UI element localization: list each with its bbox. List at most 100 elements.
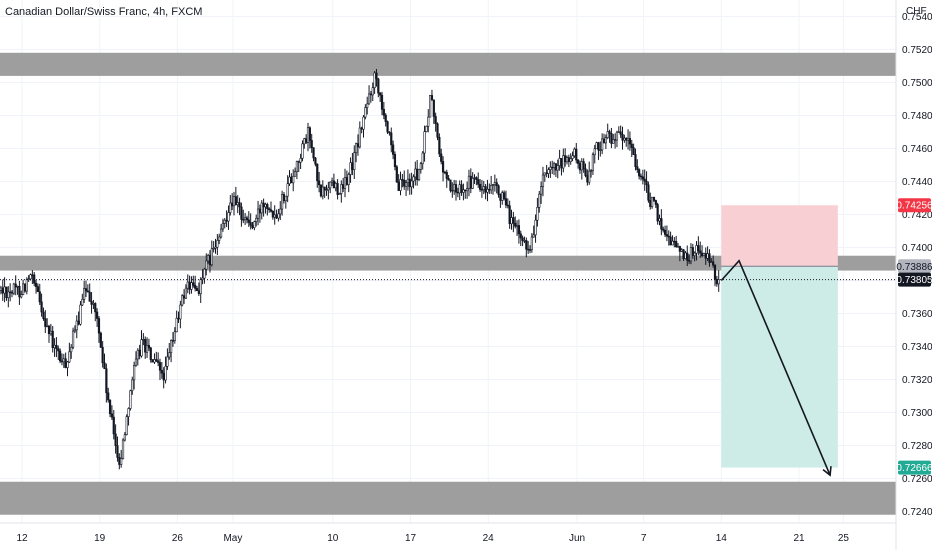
candle-body <box>181 295 184 306</box>
candle-body <box>580 161 583 171</box>
candle <box>127 407 130 426</box>
candle-body <box>369 93 373 96</box>
candle-body <box>710 261 713 263</box>
candle-body <box>129 390 132 409</box>
candle-body <box>245 217 249 221</box>
candle-body <box>60 360 64 363</box>
candle <box>571 151 574 162</box>
candle-body <box>471 178 474 189</box>
candle-body <box>532 234 535 238</box>
candle <box>147 338 151 351</box>
candle-body <box>301 143 304 159</box>
price-label: 0.73805 <box>896 272 932 287</box>
candle-body <box>545 172 548 174</box>
candle <box>321 180 324 200</box>
candle <box>521 235 524 247</box>
candle-body <box>362 116 365 130</box>
candle-body <box>158 362 162 371</box>
candle-body <box>208 255 212 266</box>
candle <box>417 168 421 182</box>
candle-body <box>281 194 284 210</box>
candle-body <box>188 281 191 290</box>
candle-body <box>619 131 622 135</box>
candle-body <box>318 180 321 186</box>
candle-body <box>393 154 397 168</box>
candle <box>175 310 178 333</box>
candle-body <box>512 217 515 224</box>
candle <box>94 302 97 322</box>
candle-body <box>212 248 215 250</box>
candle-body <box>628 138 632 145</box>
candle <box>86 284 89 293</box>
candle <box>663 225 667 238</box>
candle <box>643 169 646 191</box>
candle <box>432 99 435 124</box>
short-position-tool[interactable] <box>721 205 838 468</box>
x-axis[interactable]: 12 19 26 May 10 17 24 Jun 7 14 21 25 <box>16 533 849 544</box>
candle-body <box>651 196 654 207</box>
candle-body <box>242 219 245 221</box>
candle-body <box>704 253 707 259</box>
candle-body <box>70 346 73 353</box>
candle <box>477 172 480 188</box>
candle-body <box>392 144 395 155</box>
candle-body <box>153 359 156 363</box>
candle-body <box>236 202 239 206</box>
candle <box>173 327 176 344</box>
candle-body <box>275 214 278 219</box>
candle-body <box>430 95 434 101</box>
candle <box>181 294 184 307</box>
candle <box>427 109 430 133</box>
candle-body <box>364 107 367 118</box>
candle <box>386 120 389 135</box>
candle-body <box>249 222 252 226</box>
candle-body <box>671 240 674 246</box>
candle-body <box>654 200 657 205</box>
candle-body <box>377 78 380 94</box>
candle <box>20 290 23 299</box>
candle-body <box>1 287 4 294</box>
candle <box>373 70 376 94</box>
candle-body <box>543 172 546 176</box>
candle <box>145 337 149 358</box>
candle <box>595 141 598 150</box>
candle-body <box>101 347 104 364</box>
candle-body <box>695 245 698 254</box>
candle <box>55 337 58 358</box>
candle-body <box>347 174 350 185</box>
candle <box>358 121 361 149</box>
candle <box>375 68 378 87</box>
candle-body <box>116 445 119 458</box>
candle <box>316 163 319 188</box>
candle-body <box>349 162 352 175</box>
candle <box>277 208 280 222</box>
candle <box>419 161 422 174</box>
candle <box>260 200 263 220</box>
candle <box>238 197 241 216</box>
candle-body <box>556 165 559 171</box>
candle <box>508 200 511 229</box>
candle-body <box>606 131 609 138</box>
candle <box>599 141 602 157</box>
candle-body <box>599 149 602 151</box>
candle-body <box>427 116 430 127</box>
candle <box>445 169 448 188</box>
candle <box>434 112 437 132</box>
candle <box>490 175 493 194</box>
x-tick-label: 12 <box>16 533 28 544</box>
candle <box>392 140 395 160</box>
candle <box>295 160 299 180</box>
candle-body <box>688 260 691 262</box>
candle <box>504 190 508 209</box>
candle-body <box>336 183 339 195</box>
candle <box>70 344 73 359</box>
shaded-zones <box>0 52 896 515</box>
candle-body <box>693 252 696 256</box>
forecast-arrow[interactable] <box>720 259 832 477</box>
candle-body <box>160 369 163 374</box>
candle <box>116 436 119 462</box>
candle-body <box>99 332 102 348</box>
candle-body <box>269 209 273 212</box>
